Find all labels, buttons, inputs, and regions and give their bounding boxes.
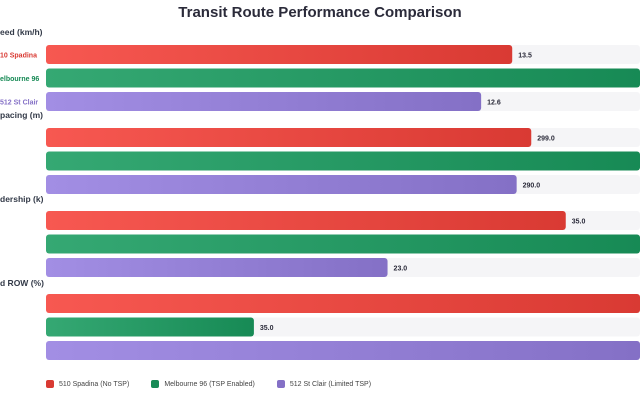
value-label-stop-spacing-m-510-spadina: 299.0 — [537, 136, 555, 143]
legend: 510 Spadina (No TSP) Melbourne 96 (TSP E… — [46, 377, 371, 391]
group-label-dedicated-row: d ROW (%) — [0, 278, 44, 288]
row-label-510-spadina: 10 Spadina — [0, 53, 37, 60]
legend-label-melbourne-96: Melbourne 96 (TSP Enabled) — [164, 380, 255, 388]
legend-item-melbourne-96: Melbourne 96 (TSP Enabled) — [151, 380, 255, 388]
legend-item-510-spadina: 510 Spadina (No TSP) — [46, 380, 129, 388]
legend-swatch-512-st-clair — [276, 380, 285, 388]
group-label-stop-spacing-m: pacing (m) — [0, 110, 43, 120]
value-label-avg-speed-km-h-510-spadina: 13.5 — [518, 53, 532, 60]
bar-dedicated-row-melbourne-96 — [46, 317, 254, 337]
chart-title: Transit Route Performance Comparison — [178, 4, 462, 21]
value-label-daily-ridership-k-512-st-clair: 23.0 — [394, 266, 408, 273]
bar-stop-spacing-m-510-spadina — [46, 128, 532, 147]
group-label-avg-speed-km-h: eed (km/h) — [0, 27, 43, 37]
legend-swatch-melbourne-96 — [151, 380, 160, 388]
row-label-512-st-clair: 512 St Clair — [0, 100, 38, 107]
bar-daily-ridership-k-melbourne-96 — [46, 234, 640, 254]
bar-dedicated-row-512-st-clair — [46, 341, 640, 360]
bar-avg-speed-km-h-melbourne-96 — [46, 68, 640, 88]
value-label-dedicated-row-melbourne-96: 35.0 — [260, 325, 274, 332]
legend-label-510-spadina: 510 Spadina (No TSP) — [59, 380, 130, 388]
value-label-stop-spacing-m-512-st-clair: 290.0 — [523, 183, 541, 190]
bar-daily-ridership-k-510-spadina — [46, 211, 566, 230]
legend-item-512-st-clair: 512 St Clair (Limited TSP) — [276, 380, 372, 388]
bar-daily-ridership-k-512-st-clair — [46, 258, 388, 277]
legend-swatch-510-spadina — [46, 380, 54, 388]
bar-stop-spacing-m-512-st-clair — [46, 175, 517, 194]
legend-label-512-st-clair: 512 St Clair (Limited TSP) — [289, 380, 372, 388]
row-label-melbourne-96: elbourne 96 — [0, 76, 39, 83]
value-label-avg-speed-km-h-512-st-clair: 12.6 — [487, 100, 501, 107]
group-label-daily-ridership-k: dership (k) — [0, 194, 44, 204]
bar-stop-spacing-m-melbourne-96 — [46, 151, 640, 171]
bar-avg-speed-km-h-512-st-clair — [46, 92, 482, 111]
bar-avg-speed-km-h-510-spadina — [46, 45, 513, 64]
bar-dedicated-row-510-spadina — [46, 294, 640, 313]
value-label-daily-ridership-k-510-spadina: 35.0 — [572, 219, 586, 226]
